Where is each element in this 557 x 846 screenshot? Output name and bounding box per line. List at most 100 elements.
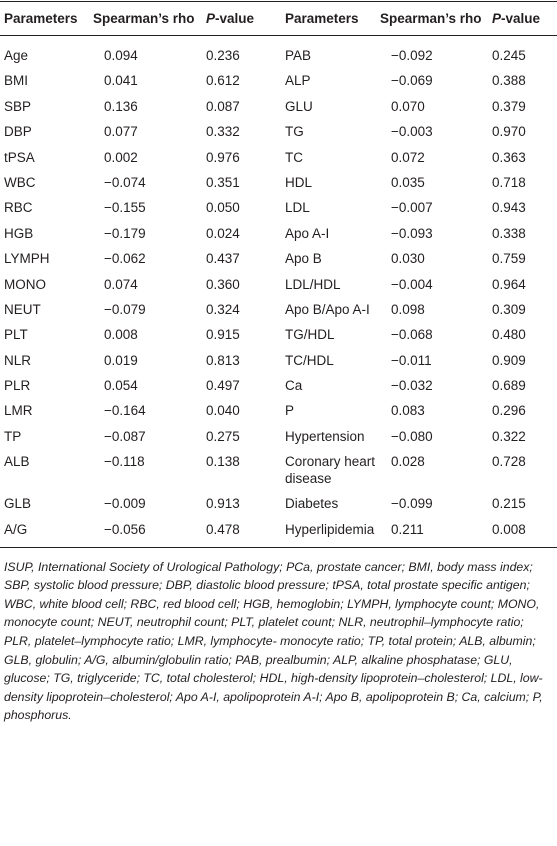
- header-cell: Spearman’s rho: [380, 1, 492, 36]
- table-cell: GLU: [285, 98, 313, 114]
- table-cell: 0.087: [206, 98, 240, 114]
- table-cell: LMR: [4, 403, 33, 419]
- table-cell: TC: [285, 149, 303, 165]
- table-cell: 0.077: [104, 124, 138, 140]
- table-row: A/G −0.056 0.478 Hyperlipidemia 0.211 0.008: [0, 518, 557, 547]
- table-cell: WBC: [4, 174, 36, 190]
- table-cell: 0.909: [492, 352, 526, 368]
- table-row: HGB −0.179 0.024 Apo A-I −0.093 0.338: [0, 222, 557, 247]
- table-cell: 0.497: [206, 378, 240, 394]
- table-cell: 0.094: [104, 48, 138, 63]
- table-cell: 0.915: [206, 327, 240, 343]
- table-row: GLB −0.009 0.913 Diabetes −0.099 0.215: [0, 492, 557, 517]
- table-cell: 0.074: [104, 276, 138, 292]
- table-cell: 0.332: [206, 124, 240, 140]
- table-cell: −0.179: [104, 225, 146, 241]
- table-cell: −0.164: [104, 403, 146, 419]
- table-cell: −0.003: [391, 124, 433, 140]
- table-cell: Apo B/Apo A-I: [285, 301, 370, 317]
- table-cell: −0.074: [104, 174, 146, 190]
- table-cell: 0.296: [492, 403, 526, 419]
- table-cell: −0.004: [391, 276, 433, 292]
- table-row: NLR 0.019 0.813 TC/HDL −0.011 0.909: [0, 349, 557, 374]
- table-cell: 0.813: [206, 352, 240, 368]
- table-cell: 0.136: [104, 98, 138, 114]
- table-cell: −0.011: [391, 352, 432, 368]
- table-cell: RBC: [4, 200, 33, 216]
- table-row: RBC −0.155 0.050 LDL −0.007 0.943: [0, 196, 557, 221]
- header-row: Parameters Spearman’s rho P-value Parameter…: [0, 1, 557, 36]
- footnote: ISUP, International Society of Urologica…: [4, 559, 543, 723]
- table-row: NEUT −0.079 0.324 Apo B/Apo A-I 0.098 0.309: [0, 298, 557, 323]
- table-cell: −0.080: [391, 428, 433, 444]
- table-cell: 0.275: [206, 428, 240, 444]
- table-cell: TP: [4, 428, 22, 444]
- table-cell: Coronary heart disease: [285, 454, 376, 487]
- table-cell: 0.728: [492, 454, 526, 470]
- table-cell: 0.083: [391, 403, 425, 419]
- table-cell: 0.030: [391, 251, 425, 267]
- table-cell: 0.363: [492, 149, 526, 165]
- table-cell: −0.118: [104, 454, 145, 470]
- table-row: PLR 0.054 0.497 Ca −0.032 0.689: [0, 374, 557, 399]
- table-cell: 0.138: [206, 454, 240, 470]
- table-cell: 0.324: [206, 301, 240, 317]
- table-cell: tPSA: [4, 149, 35, 165]
- table-cell: GLB: [4, 496, 32, 512]
- data-table: Parameters Spearman’s rho P-value Parameter…: [0, 1, 557, 548]
- table-cell: −0.079: [104, 301, 146, 317]
- table-row: ALB −0.118 0.138 Coronary heart disease 0.02…: [0, 450, 557, 492]
- table-cell: LYMPH: [4, 251, 50, 267]
- table-cell: PLT: [4, 327, 28, 343]
- table-cell: Apo B: [285, 251, 322, 267]
- table-cell: −0.155: [104, 200, 146, 216]
- table-row: Age 0.094 0.236 PAB −0.092 0.245: [0, 36, 557, 70]
- table-cell: Hypertension: [285, 428, 365, 444]
- table-cell: −0.032: [391, 378, 433, 394]
- table-cell: NLR: [4, 352, 32, 368]
- table-cell: −0.093: [391, 225, 433, 241]
- table-cell: 0.338: [492, 225, 526, 241]
- table-cell: 0.943: [492, 200, 526, 216]
- table-cell: 0.072: [391, 149, 425, 165]
- table-cell: NEUT: [4, 301, 41, 317]
- table-cell: TC/HDL: [285, 352, 334, 368]
- table-row: DBP 0.077 0.332 TG −0.003 0.970: [0, 120, 557, 145]
- table-cell: TG: [285, 124, 304, 140]
- table-cell: BMI: [4, 73, 29, 89]
- table-cell: Age: [4, 48, 29, 63]
- table-cell: PLR: [4, 378, 31, 394]
- table-cell: Ca: [285, 378, 303, 394]
- table-cell: −0.087: [104, 428, 146, 444]
- table-cell: −0.056: [104, 521, 146, 537]
- table-cell: 0.480: [492, 327, 526, 343]
- header-cell: P-value: [492, 1, 557, 36]
- table-cell: LDL/HDL: [285, 276, 341, 292]
- header-cell: Parameters: [0, 1, 93, 36]
- table-cell: 0.612: [206, 73, 240, 89]
- table-cell: Diabetes: [285, 496, 339, 512]
- table-cell: LDL: [285, 200, 310, 216]
- table-cell: 0.041: [104, 73, 138, 89]
- table-cell: DBP: [4, 124, 32, 140]
- table-cell: 0.008: [104, 327, 138, 343]
- table-cell: −0.007: [391, 200, 433, 216]
- table-cell: 0.070: [391, 98, 425, 114]
- table-cell: −0.009: [104, 496, 146, 512]
- table-body: Age 0.094 0.236 PAB −0.092 0.245 BMI 0.041 0.612…: [0, 36, 557, 548]
- table-cell: 0.002: [104, 149, 138, 165]
- table-cell: 0.759: [492, 251, 526, 267]
- table-cell: −0.092: [391, 48, 433, 63]
- header-cell: P-value: [206, 1, 281, 36]
- table-cell: SBP: [4, 98, 32, 114]
- table-cell: 0.019: [104, 352, 138, 368]
- table-cell: 0.215: [492, 496, 526, 512]
- table-cell: 0.360: [206, 276, 240, 292]
- table-cell: 0.245: [492, 48, 526, 63]
- table-row: WBC −0.074 0.351 HDL 0.035 0.718: [0, 171, 557, 196]
- table-cell: 0.437: [206, 251, 240, 267]
- table-cell: 0.964: [492, 276, 526, 292]
- table-row: SBP 0.136 0.087 GLU 0.070 0.379: [0, 95, 557, 120]
- table-cell: 0.236: [206, 48, 240, 63]
